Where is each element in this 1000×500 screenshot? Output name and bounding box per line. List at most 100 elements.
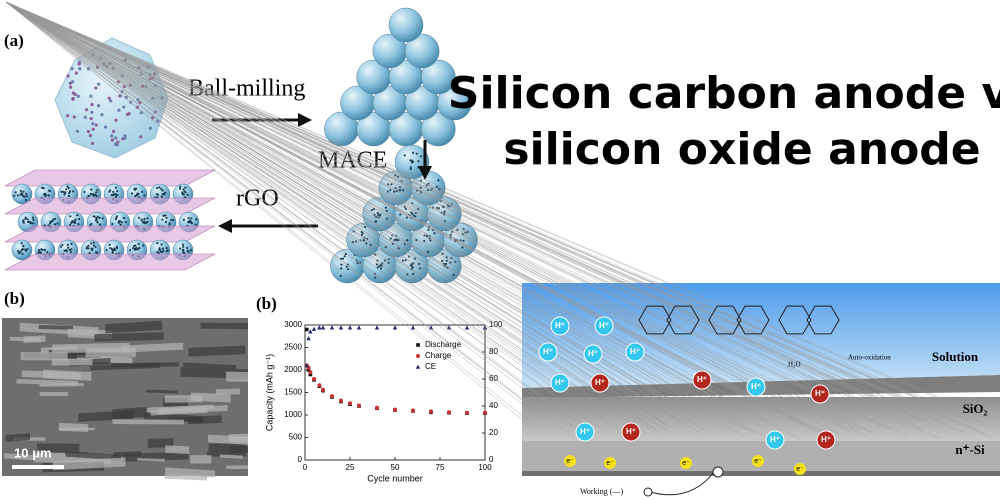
sem-flake	[190, 455, 212, 464]
pore	[163, 192, 166, 196]
pore	[181, 248, 185, 252]
dot	[91, 127, 95, 131]
texture	[5, 1, 600, 408]
texture	[5, 1, 803, 411]
pore	[98, 216, 101, 219]
dot	[114, 142, 118, 146]
pore	[137, 242, 140, 246]
pore	[16, 194, 19, 197]
pore	[93, 215, 96, 218]
y-tick-label: 0	[298, 455, 303, 464]
ion	[746, 377, 766, 397]
dot	[66, 74, 70, 78]
texture	[5, 1, 862, 431]
layer-label: Solution	[932, 349, 979, 364]
sem-flake	[20, 352, 68, 361]
sem-flake	[90, 362, 160, 371]
sphere	[437, 85, 472, 121]
x-tick-label: 100	[478, 463, 492, 472]
sphere	[404, 33, 440, 69]
texture	[5, 1, 536, 415]
dot	[68, 85, 73, 89]
dot	[103, 125, 108, 129]
pore	[53, 223, 57, 226]
pore	[405, 216, 408, 219]
sem-flake	[38, 324, 73, 330]
pore	[76, 213, 79, 217]
dot	[90, 103, 94, 107]
pore	[129, 249, 132, 252]
pore	[43, 194, 47, 198]
point	[357, 403, 361, 408]
sem-flake	[112, 406, 149, 420]
pore	[143, 217, 146, 221]
point	[308, 370, 313, 375]
dot	[117, 108, 121, 112]
pore	[156, 241, 159, 245]
panel-label: (b)	[256, 294, 277, 313]
molecule-ring	[666, 305, 700, 335]
pore	[26, 218, 29, 221]
pore	[374, 276, 377, 279]
pore	[39, 251, 43, 254]
legend-label: CE	[425, 362, 436, 371]
point	[330, 394, 334, 399]
pore	[133, 187, 136, 190]
pore	[114, 186, 118, 189]
ion	[550, 373, 570, 393]
point	[447, 410, 451, 415]
pore	[182, 192, 185, 196]
texture	[5, 1, 924, 432]
point	[429, 409, 433, 414]
ion	[538, 342, 558, 362]
pore	[14, 191, 17, 194]
pore	[59, 245, 62, 248]
pore	[194, 223, 197, 226]
point	[306, 368, 311, 372]
pore	[19, 193, 22, 196]
pore	[393, 190, 396, 193]
texture	[5, 1, 928, 420]
texture	[5, 1, 838, 402]
rgo-sheet	[4, 253, 216, 271]
texture	[5, 1, 669, 427]
texture	[5, 1, 878, 403]
pore	[182, 218, 185, 221]
dot	[88, 134, 93, 138]
sem-flake	[59, 422, 89, 432]
pore	[340, 263, 343, 266]
pore	[19, 189, 22, 192]
sem-flake	[188, 415, 222, 425]
pore	[70, 248, 73, 251]
sem-flake	[219, 454, 243, 459]
pore	[70, 242, 73, 245]
ion-label: H⁺	[588, 349, 598, 358]
pore	[13, 194, 16, 197]
texture	[5, 1, 663, 404]
texture	[5, 1, 733, 409]
title-line: Silicon carbon anode vs	[448, 68, 1000, 119]
pore	[156, 187, 159, 190]
pore	[437, 179, 440, 182]
pore	[155, 193, 159, 196]
sem-flake	[200, 322, 248, 330]
pore	[165, 246, 168, 250]
texture	[5, 1, 971, 437]
pore	[179, 185, 182, 188]
pore	[112, 190, 115, 193]
pore	[141, 221, 145, 224]
pore	[23, 195, 26, 198]
pore	[65, 248, 68, 252]
electron	[604, 457, 616, 469]
pore	[90, 188, 93, 191]
legend-marker	[416, 354, 420, 358]
texture	[5, 1, 847, 418]
ion	[621, 422, 641, 442]
dot	[156, 119, 160, 123]
pore	[462, 239, 465, 242]
pore	[160, 243, 163, 246]
pore	[67, 186, 70, 190]
pore	[184, 191, 187, 194]
pore	[21, 248, 24, 251]
pore	[187, 221, 190, 224]
